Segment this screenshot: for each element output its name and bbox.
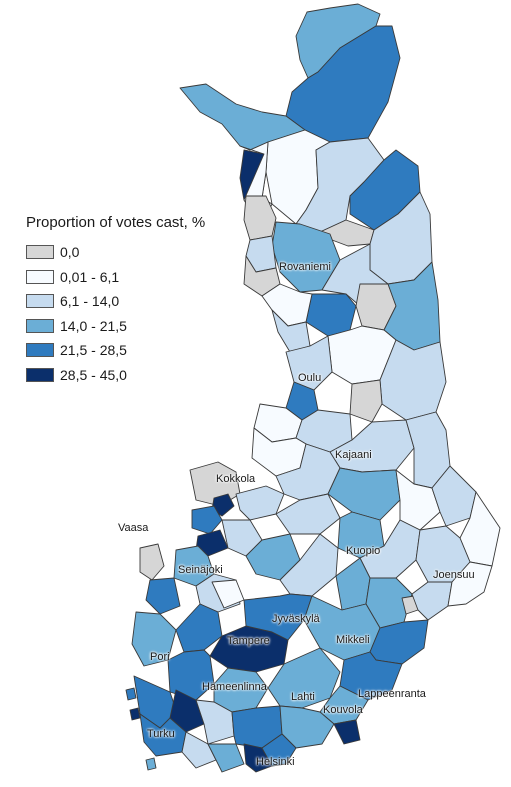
region-vaasa-north: [191, 505, 223, 535]
legend: Proportion of votes cast, % 0,0 0,01 - 6…: [26, 214, 205, 387]
region-huittinen: [167, 649, 215, 701]
region-kankaanpaa: [175, 603, 223, 653]
legend-item: 0,01 - 6,1: [26, 265, 205, 290]
island-1: [129, 707, 141, 721]
region-helsinki: [243, 743, 273, 773]
city-label-kuopio: Kuopio: [346, 545, 381, 557]
region-ilomantsi: [447, 561, 493, 607]
legend-item: 6,1 - 14,0: [26, 289, 205, 314]
legend-label: 6,1 - 14,0: [60, 293, 120, 310]
city-label-jyvaskyla: Jyväskylä: [272, 613, 320, 625]
region-viitasaari: [275, 493, 341, 535]
legend-title: Proportion of votes cast, %: [26, 214, 206, 231]
city-label-lahti: Lahti: [291, 691, 315, 703]
legend-label: 0,01 - 6,1: [60, 268, 120, 285]
city-label-kouvola: Kouvola: [323, 704, 363, 716]
city-label-hameenlinna: Hämeenlinna: [202, 681, 267, 693]
city-label-seinajoki: Seinäjoki: [178, 564, 223, 576]
city-label-pori: Pori: [150, 651, 170, 663]
region-pello: [243, 195, 277, 241]
city-label-lappeenranta: Lappeenranta: [358, 688, 426, 700]
legend-swatch: [26, 343, 54, 358]
city-label-kokkola: Kokkola: [216, 473, 256, 485]
region-vaasa-coast: [139, 543, 165, 581]
region-pudasjarvi: [305, 293, 357, 337]
city-label-vaasa: Vaasa: [118, 522, 149, 534]
city-label-turku: Turku: [147, 728, 175, 740]
region-iisalmi: [327, 467, 401, 521]
legend-swatch: [26, 318, 54, 333]
city-label-tampere: Tampere: [227, 635, 270, 647]
legend-swatch: [26, 269, 54, 284]
city-label-rovaniemi: Rovaniemi: [279, 261, 331, 273]
legend-swatch: [26, 294, 54, 309]
city-label-kajaani: Kajaani: [335, 449, 372, 461]
legend-swatch: [26, 367, 54, 382]
legend-swatch: [26, 245, 54, 260]
region-vantaa: [261, 733, 297, 767]
region-utajarvi: [349, 379, 383, 423]
legend-label: 14,0 - 21,5: [60, 317, 127, 334]
region-kotka: [333, 719, 361, 745]
city-label-mikkeli: Mikkeli: [336, 634, 370, 646]
region-sodankyla: [295, 137, 385, 233]
region-tohmajarvi: [411, 581, 453, 621]
legend-item: 28,5 - 45,0: [26, 363, 205, 388]
region-kurikka: [145, 577, 181, 615]
legend-label: 0,0: [60, 244, 80, 261]
island-3: [145, 757, 157, 771]
legend-item: 0,0: [26, 240, 205, 265]
region-salo: [181, 731, 217, 769]
region-nurmes: [395, 469, 441, 531]
region-loimaa: [169, 689, 205, 733]
legend-label: 21,5 - 28,5: [60, 342, 127, 359]
city-label-helsinki: Helsinki: [256, 756, 295, 768]
city-label-oulu: Oulu: [298, 372, 322, 384]
legend-item: 14,0 - 21,5: [26, 314, 205, 339]
legend-label: 28,5 - 45,0: [60, 366, 127, 383]
legend-item: 21,5 - 28,5: [26, 338, 205, 363]
region-lohja: [207, 743, 245, 773]
city-label-joensuu: Joensuu: [433, 569, 475, 581]
island-2: [125, 687, 137, 701]
